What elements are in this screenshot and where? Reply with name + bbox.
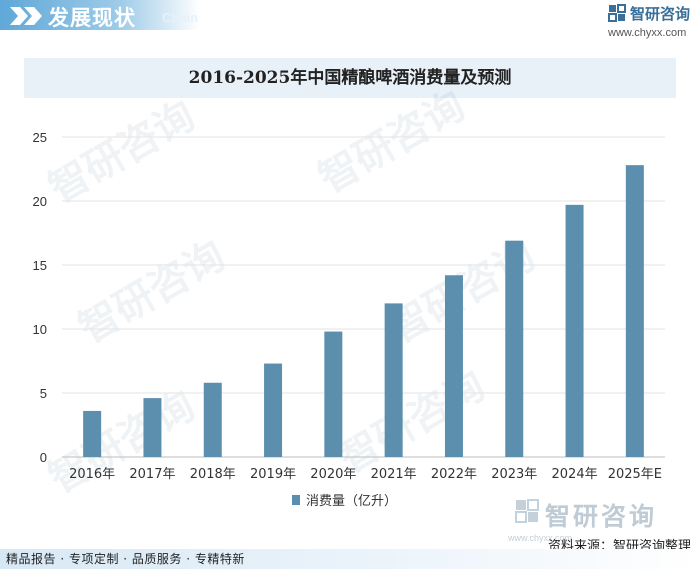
x-tick-label: 2021年 xyxy=(371,467,417,482)
chart-title-band: 2016-2025年中国精酿啤酒消费量及预测 xyxy=(24,58,676,98)
bar xyxy=(565,204,584,457)
footer-logo-icon xyxy=(515,499,539,523)
bar xyxy=(264,363,283,457)
y-tick-label: 25 xyxy=(33,130,47,145)
bar-chart: 0 5 10 15 20 25 2016年 2017年 2018年 2019年 2020年 2021年… xyxy=(33,130,665,509)
header-banner: 发展现状 Chain xyxy=(0,0,200,30)
section-title: 发展现状 xyxy=(48,6,136,30)
y-tick-label: 0 xyxy=(40,450,47,465)
bar xyxy=(143,398,162,457)
legend-swatch xyxy=(292,495,300,505)
x-tick-label: 2017年 xyxy=(129,467,175,482)
section-subtitle: Chain xyxy=(162,10,199,25)
bottom-bar: 精品报告 · 专项定制 · 品质服务 · 专精特新 xyxy=(0,549,700,569)
bar xyxy=(625,165,644,457)
legend-label: 消费量（亿升） xyxy=(306,494,397,509)
y-tick-label: 10 xyxy=(33,322,47,337)
tagline: 精品报告 · 专项定制 · 品质服务 · 专精特新 xyxy=(6,552,245,566)
bar xyxy=(505,240,524,457)
y-tick-label: 15 xyxy=(33,258,47,273)
brand-logo-icon xyxy=(608,4,626,22)
brand-name: 智研咨询 xyxy=(630,5,691,23)
footer-brand-url: www.chyxx.com xyxy=(508,533,573,543)
chart-title: 2016-2025年中国精酿啤酒消费量及预测 xyxy=(188,68,512,88)
x-tick-label: 2019年 xyxy=(250,467,296,482)
brand-url: www.chyxx.com xyxy=(608,27,687,39)
x-tick-label: 2022年 xyxy=(431,467,477,482)
double-chevron-icon xyxy=(10,7,42,25)
x-tick-label: 2023年 xyxy=(491,467,537,482)
y-tick-label: 5 xyxy=(40,386,47,401)
header: 发展现状 Chain 智研咨询 www.chyxx.com xyxy=(0,0,700,40)
brand: 智研咨询 xyxy=(608,3,698,25)
bar xyxy=(444,275,463,457)
x-tick-label: 2018年 xyxy=(190,467,236,482)
x-tick-label: 2016年 xyxy=(69,467,115,482)
x-tick-label: 2020年 xyxy=(310,467,356,482)
footer-brand-name: 智研咨询 xyxy=(545,502,658,531)
x-tick-label: 2024年 xyxy=(552,467,598,482)
bar xyxy=(324,331,343,457)
bar xyxy=(384,303,403,457)
bar xyxy=(203,382,222,457)
y-tick-label: 20 xyxy=(33,194,47,209)
bar xyxy=(83,410,102,457)
x-tick-label: 2025年E xyxy=(608,467,662,482)
